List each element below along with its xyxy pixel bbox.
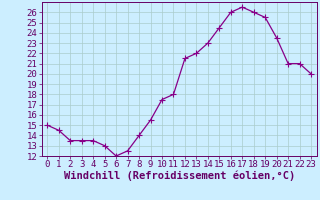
X-axis label: Windchill (Refroidissement éolien,°C): Windchill (Refroidissement éolien,°C) xyxy=(64,171,295,181)
